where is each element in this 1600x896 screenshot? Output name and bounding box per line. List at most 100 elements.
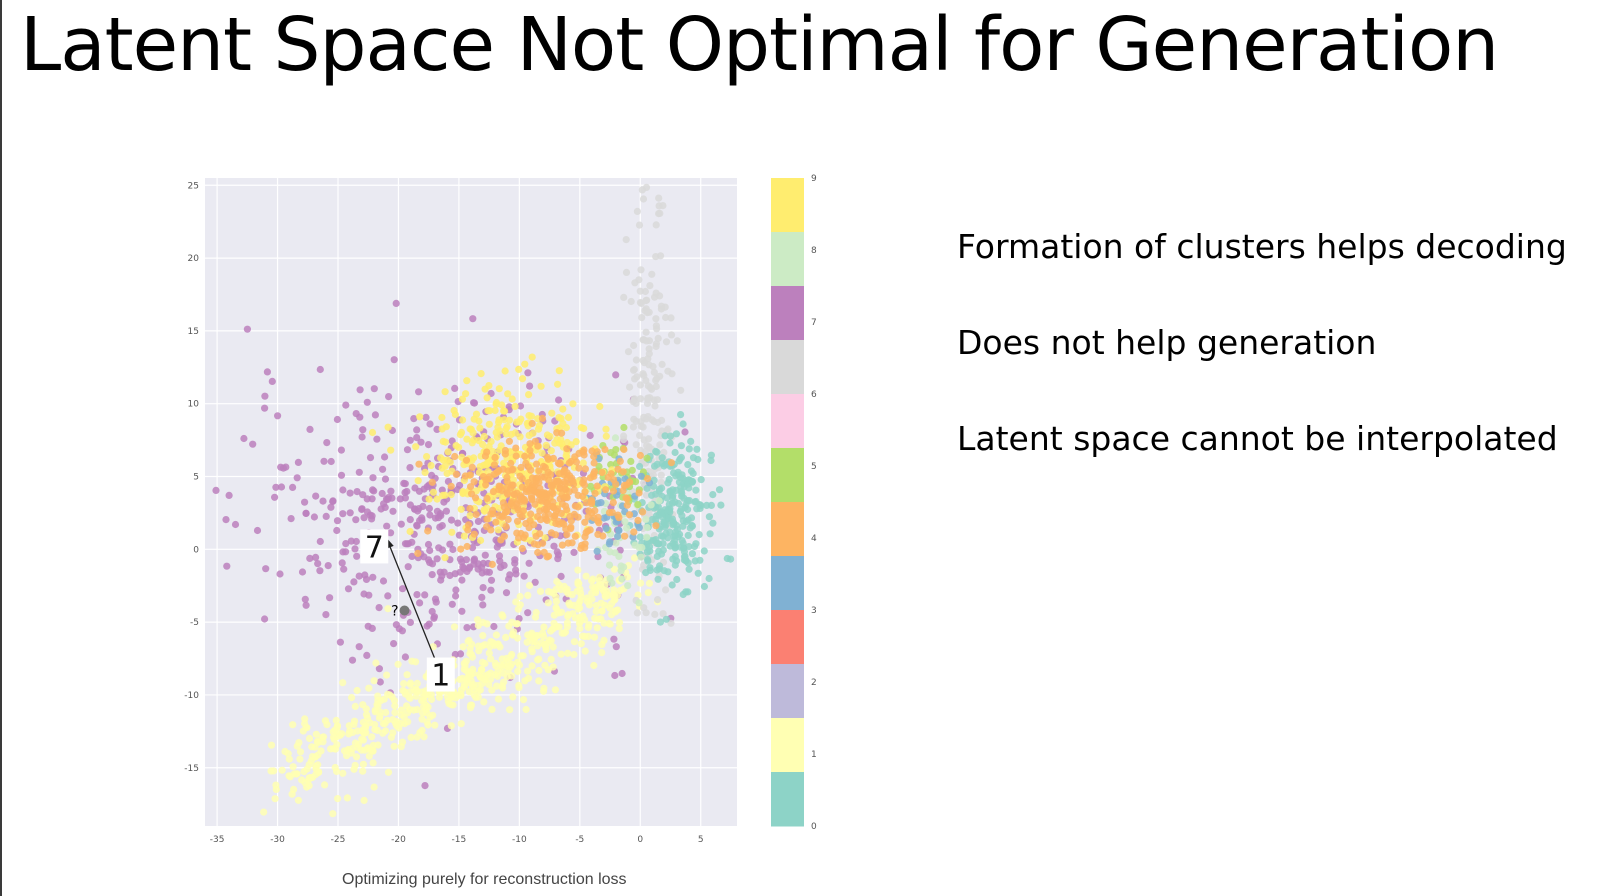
scatter-point-digit-0 — [642, 569, 650, 577]
scatter-point-digit-0 — [669, 555, 677, 563]
question-mark-label: ? — [391, 603, 398, 619]
scatter-point-digit-1 — [296, 755, 304, 763]
scatter-point-digit-9 — [437, 454, 445, 462]
scatter-point-digit-1 — [374, 692, 382, 700]
scatter-point-digit-7 — [314, 560, 322, 568]
scatter-point-digit-7 — [222, 516, 230, 524]
scatter-point-digit-0 — [636, 462, 644, 471]
scatter-point-digit-9 — [491, 406, 499, 415]
scatter-point-digit-7 — [415, 388, 423, 396]
scatter-point-digit-6 — [642, 609, 650, 617]
scatter-point-digit-4 — [517, 463, 525, 472]
scatter-point-digit-7 — [557, 572, 565, 581]
scatter-point-digit-6 — [627, 297, 635, 306]
scatter-point-digit-4 — [540, 505, 548, 513]
colorbar-swatch — [771, 502, 804, 557]
scatter-point-digit-1 — [334, 795, 342, 803]
scatter-point-digit-1 — [305, 761, 313, 769]
scatter-point-digit-7 — [369, 573, 377, 581]
scatter-point-digit-1 — [548, 588, 556, 596]
scatter-point-digit-1 — [481, 676, 489, 684]
scatter-point-digit-4 — [509, 502, 518, 510]
scatter-point-digit-7 — [390, 356, 398, 364]
colorbar-tick-label: 2 — [811, 678, 817, 688]
scatter-point-digit-1 — [601, 581, 609, 589]
scatter-point-digit-7 — [268, 377, 276, 385]
scatter-point-digit-9 — [459, 488, 467, 496]
scatter-point-digit-7 — [320, 457, 328, 465]
scatter-point-digit-1 — [506, 706, 514, 714]
scatter-point-digit-4 — [462, 456, 471, 464]
scatter-point-digit-9 — [501, 367, 509, 375]
scatter-point-digit-1 — [591, 614, 599, 622]
scatter-point-digit-4 — [515, 534, 523, 542]
scatter-point-digit-0 — [643, 548, 652, 556]
scatter-point-digit-1 — [305, 774, 313, 782]
scatter-point-digit-7 — [487, 576, 496, 584]
scatter-point-digit-6 — [639, 195, 648, 203]
scatter-point-digit-6 — [673, 337, 681, 345]
scatter-point-digit-7 — [399, 585, 407, 593]
scatter-point-digit-1 — [419, 709, 427, 717]
scatter-point-digit-1 — [305, 734, 314, 743]
scatter-point-digit-6 — [642, 328, 650, 336]
scatter-point-digit-7 — [392, 299, 400, 307]
scatter-point-digit-7 — [423, 483, 431, 491]
scatter-point-digit-1 — [576, 613, 584, 621]
scatter-point-digit-0 — [685, 445, 693, 453]
scatter-point-digit-4 — [543, 453, 552, 461]
scatter-point-digit-4 — [490, 461, 498, 469]
scatter-point-digit-7 — [263, 368, 271, 376]
scatter-point-digit-4 — [504, 515, 512, 524]
scatter-point-digit-9 — [496, 427, 504, 435]
scatter-point-digit-6 — [642, 376, 650, 385]
scatter-point-digit-8 — [615, 552, 623, 561]
scatter-point-digit-6 — [631, 279, 639, 287]
x-tick-label: -30 — [270, 835, 285, 845]
scatter-point-digit-7 — [406, 436, 414, 444]
scatter-point-digit-9 — [507, 430, 515, 438]
scatter-point-digit-1 — [321, 781, 329, 789]
scatter-point-digit-1 — [311, 753, 320, 761]
scatter-point-digit-7 — [346, 489, 354, 497]
scatter-point-digit-7 — [512, 570, 520, 578]
scatter-point-digit-7 — [426, 546, 434, 555]
scatter-point-digit-9 — [457, 505, 465, 513]
scatter-point-digit-7 — [302, 509, 310, 517]
scatter-point-digit-1 — [577, 640, 585, 648]
scatter-point-digit-9 — [472, 410, 481, 418]
scatter-point-digit-7 — [406, 464, 414, 472]
scatter-point-digit-0 — [679, 522, 687, 530]
scatter-point-digit-1 — [343, 752, 351, 760]
scatter-point-digit-1 — [555, 623, 563, 631]
scatter-point-digit-7 — [408, 552, 416, 561]
scatter-point-digit-6 — [630, 396, 638, 404]
scatter-point-digit-7 — [340, 565, 348, 573]
scatter-point-digit-4 — [489, 488, 497, 496]
scatter-point-digit-1 — [339, 769, 347, 777]
scatter-point-digit-4 — [625, 511, 634, 519]
scatter-point-digit-1 — [459, 643, 467, 651]
scatter-point-digit-7 — [276, 570, 284, 578]
scatter-point-digit-1 — [314, 738, 322, 747]
scatter-point-digit-1 — [539, 629, 547, 637]
scatter-point-digit-7 — [381, 475, 390, 483]
scatter-point-digit-0 — [707, 501, 716, 509]
scatter-point-digit-6 — [654, 596, 662, 604]
bullet-list: Formation of clusters helps decoding Doe… — [957, 226, 1567, 514]
scatter-point-digit-0 — [654, 540, 662, 548]
colorbar-tick-label: 4 — [811, 534, 817, 544]
scatter-point-digit-3 — [594, 499, 602, 507]
scatter-point-digit-0 — [690, 542, 699, 551]
scatter-point-digit-4 — [466, 471, 474, 479]
scatter-point-digit-1 — [564, 590, 572, 598]
y-tick-label: 5 — [193, 473, 199, 483]
scatter-point-digit-7 — [316, 537, 324, 546]
scatter-point-digit-1 — [369, 759, 377, 767]
scatter-point-digit-4 — [588, 447, 596, 455]
scatter-point-digit-4 — [499, 512, 507, 520]
scatter-point-digit-6 — [667, 619, 675, 627]
scatter-point-digit-4 — [501, 450, 509, 458]
scatter-point-digit-6 — [636, 395, 645, 403]
scatter-point-digit-7 — [520, 572, 528, 580]
